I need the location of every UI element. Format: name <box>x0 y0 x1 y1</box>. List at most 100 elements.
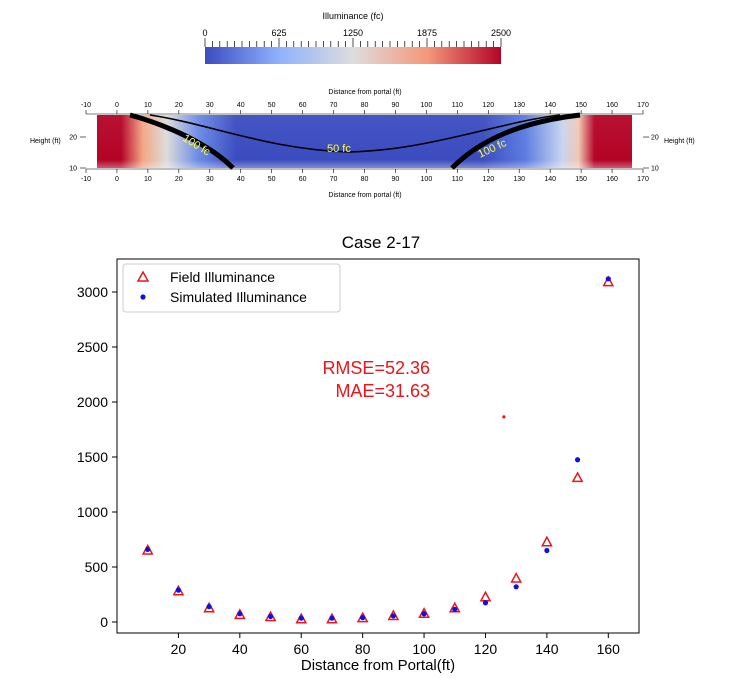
y-tick-label: 2500 <box>77 339 108 355</box>
heatmap-bottom-tick-label: 90 <box>392 176 400 183</box>
y-tick-label: 1500 <box>77 449 108 465</box>
heatmap-bottom-tick-label: 140 <box>544 176 556 183</box>
legend-box <box>122 263 341 313</box>
point-simulated-illuminance <box>267 613 274 620</box>
heatmap-bottom-tick-label: 50 <box>268 176 276 183</box>
heatmap-bottom-tick-label: 0 <box>115 176 119 183</box>
heatmap-top-tick-label: 0 <box>115 102 119 109</box>
heatmap-top-tick-label: 140 <box>544 102 556 109</box>
x-tick-label: 120 <box>474 641 498 657</box>
colorbar-ticks: 0 625 1250 1875 2500 <box>202 28 511 47</box>
heatmap-top-tick-label: 60 <box>299 102 307 109</box>
contour-100fc-right <box>450 112 581 170</box>
colorbar-title: Illuminance (fc) <box>322 11 383 21</box>
colorbar-tick-label: 0 <box>202 28 207 38</box>
point-simulated-illuminance <box>298 615 304 621</box>
heatmap-top-tick-label: 80 <box>361 102 369 109</box>
y-tick-label: 0 <box>100 614 108 630</box>
x-tick-label: 80 <box>355 641 371 657</box>
heatmap-bottom-tick-label: 120 <box>482 176 494 183</box>
point-field-illuminance <box>510 571 523 583</box>
legend: Field Illuminance Simulated Illuminance <box>122 263 341 313</box>
heatmap-bottom-tick-label: 10 <box>144 176 152 183</box>
heatmap-y-ticks: 20 20 10 10 <box>69 135 659 173</box>
legend-label-simulated: Simulated Illuminance <box>170 289 307 305</box>
heatmap-bottom-axis-label: Distance from portal (ft) <box>328 192 401 199</box>
colorbar-tick-label: 1875 <box>417 28 437 38</box>
contour-50fc <box>149 114 561 153</box>
point-simulated-illuminance <box>544 547 550 554</box>
heatmap-bottom-tick-label: 30 <box>206 176 214 183</box>
point-simulated-illuminance <box>206 604 212 610</box>
point-field-illuminance <box>602 275 615 287</box>
data-points <box>141 275 615 624</box>
heatmap-top-tick-label: 150 <box>575 102 587 109</box>
plot-area <box>116 258 640 634</box>
heatmap-top-tick-label: 120 <box>482 102 494 109</box>
heatmap-top-tick-label: 40 <box>237 102 245 109</box>
metric-mae: MAE=31.63 <box>335 381 430 401</box>
point-simulated-illuminance <box>574 457 581 463</box>
point-simulated-illuminance <box>237 611 243 617</box>
y-axis-ticks: 0 500 1000 1500 2000 2500 3000 <box>77 284 117 630</box>
heatmap-bottom-tick-label: 70 <box>330 176 338 183</box>
colorbar-tick-label: 625 <box>271 28 286 38</box>
contour-label-middle: 50 fc <box>327 143 351 155</box>
heatmap-bottom-tick-label: -10 <box>81 176 91 183</box>
heatmap-top-tick-label: 70 <box>330 102 338 109</box>
heatmap-right-y-tick-label: 20 <box>651 135 659 142</box>
heatmap-left-y-tick-label: 20 <box>69 135 77 142</box>
point-simulated-illuminance <box>421 611 427 617</box>
heatmap-top-tick-label: 100 <box>421 102 433 109</box>
y-tick-label: 500 <box>85 559 109 575</box>
heatmap-top-tick-label: 160 <box>606 102 618 109</box>
heatmap-bottom-ticks: -10 0 10 20 30 40 50 60 70 80 90 100 110 120 130 140 150… <box>81 168 649 183</box>
legend-marker-field <box>136 270 150 282</box>
stray-point <box>502 415 506 419</box>
tunnel-heatmap: Distance from portal (ft) -10 0 10 20 30 40 50… <box>30 89 695 199</box>
heatmap-top-tick-label: 90 <box>392 102 400 109</box>
point-simulated-illuminance <box>482 600 489 606</box>
legend-marker-simulated <box>140 294 146 300</box>
heatmap-bottom-tick-label: 20 <box>175 176 183 183</box>
scatter-chart: Case 2-17 20 40 60 80 100 120 140 160 0 500 1000 1… <box>77 233 640 674</box>
chart-title: Case 2-17 <box>342 233 420 252</box>
metric-rmse: RMSE=52.36 <box>322 358 430 378</box>
heatmap-top-tick-label: 20 <box>175 102 183 109</box>
colorbar-gradient <box>205 47 501 64</box>
colorbar: Illuminance (fc) 0 625 1250 1875 2500 <box>202 11 511 64</box>
colorbar-tick-label: 1250 <box>343 28 363 38</box>
heatmap-bottom-tick-label: 40 <box>237 176 245 183</box>
point-field-illuminance <box>541 535 553 547</box>
x-tick-label: 60 <box>293 641 309 657</box>
point-field-illuminance <box>571 471 584 483</box>
x-axis-label: Distance from Portal(ft) <box>301 657 455 674</box>
heatmap-top-axis-label: Distance from portal (ft) <box>328 89 401 96</box>
legend-label-field: Field Illuminance <box>170 269 275 285</box>
heatmap-bottom-tick-label: 150 <box>575 176 587 183</box>
heatmap-bottom-tick-label: 100 <box>421 176 433 183</box>
heatmap-right-ylabel: Height (ft) <box>664 138 695 145</box>
y-tick-label: 1000 <box>77 504 108 520</box>
heatmap-bottom-tick-label: 60 <box>299 176 307 183</box>
heatmap-top-tick-label: 170 <box>637 102 649 109</box>
point-simulated-illuminance <box>175 587 182 593</box>
heatmap-right-y-tick-label: 10 <box>651 166 659 173</box>
x-tick-label: 40 <box>232 641 248 657</box>
point-simulated-illuminance <box>145 546 151 553</box>
x-tick-label: 20 <box>171 641 187 657</box>
point-simulated-illuminance <box>390 613 396 619</box>
heatmap-bottom-tick-label: 80 <box>361 176 369 183</box>
point-simulated-illuminance <box>605 276 611 282</box>
x-tick-label: 160 <box>597 641 621 657</box>
y-tick-label: 2000 <box>77 394 108 410</box>
point-simulated-illuminance <box>452 606 458 612</box>
heatmap-top-tick-label: 50 <box>268 102 276 109</box>
heatmap-left-ylabel: Height (ft) <box>30 138 61 145</box>
heatmap-bottom-tick-label: 130 <box>513 176 525 183</box>
heatmap-left-y-tick-label: 10 <box>69 166 77 173</box>
x-axis-ticks: 20 40 60 80 100 120 140 160 <box>171 633 621 657</box>
point-simulated-illuminance <box>329 615 335 621</box>
point-simulated-illuminance <box>360 615 366 621</box>
heatmap-top-tick-label: 110 <box>452 102 463 109</box>
